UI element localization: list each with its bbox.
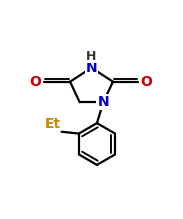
Text: O: O: [141, 75, 152, 89]
Text: H: H: [86, 50, 97, 63]
Text: N: N: [98, 95, 109, 109]
Text: N: N: [86, 61, 97, 75]
Text: O: O: [29, 75, 41, 89]
Text: Et: Et: [45, 117, 61, 131]
